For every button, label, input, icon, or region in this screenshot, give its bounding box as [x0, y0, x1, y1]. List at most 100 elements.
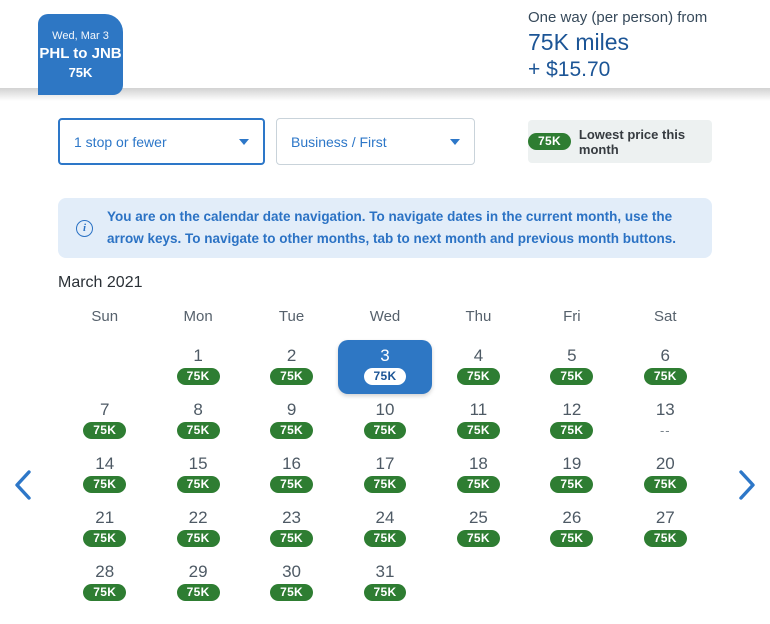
day-number: 5: [567, 346, 577, 365]
calendar-day-13[interactable]: 13 --: [619, 394, 712, 448]
day-number: 2: [286, 346, 297, 365]
day-number: 19: [562, 454, 582, 473]
day-number: 12: [562, 400, 582, 419]
price-badge: 75K: [176, 530, 220, 547]
calendar-day-9[interactable]: 9 75K: [245, 394, 338, 448]
day-number: 15: [188, 454, 208, 473]
day-number: 8: [193, 400, 203, 419]
calendar-day-22[interactable]: 22 75K: [151, 502, 244, 556]
cabin-filter-dropdown[interactable]: Business / First: [276, 118, 475, 165]
price-badge: 75K: [270, 584, 314, 601]
calendar-day-4[interactable]: 4 75K: [432, 340, 525, 394]
top-bar-shadow: [0, 88, 770, 101]
calendar-day-24[interactable]: 24 75K: [338, 502, 431, 556]
day-number: 3: [380, 346, 390, 365]
day-number: 13: [655, 400, 675, 419]
day-number: 18: [468, 454, 488, 473]
calendar-day-28[interactable]: 28 75K: [58, 556, 151, 610]
calendar-day-12[interactable]: 12 75K: [525, 394, 618, 448]
price-summary: One way (per person) from 75K miles + $1…: [528, 9, 707, 82]
trip-date: Wed, Mar 3: [52, 29, 109, 42]
price-badge: 75K: [643, 476, 687, 493]
info-icon: i: [76, 219, 93, 237]
calendar-day-27[interactable]: 27 75K: [619, 502, 712, 556]
price-badge: 75K: [270, 368, 314, 385]
day-number: 16: [282, 454, 302, 473]
calendar-day-29[interactable]: 29 75K: [151, 556, 244, 610]
selected-trip-card[interactable]: Wed, Mar 3 PHL to JNB 75K: [38, 14, 123, 95]
day-number: 6: [660, 346, 671, 365]
day-number: 29: [188, 562, 208, 581]
calendar-day-18[interactable]: 18 75K: [432, 448, 525, 502]
day-number: 28: [95, 562, 115, 581]
caret-down-icon: [239, 138, 249, 145]
calendar-day-11[interactable]: 11 75K: [432, 394, 525, 448]
calendar-day-14[interactable]: 14 75K: [58, 448, 151, 502]
price-badge: 75K: [456, 476, 500, 493]
prev-month-button[interactable]: [10, 466, 36, 504]
day-number: 24: [375, 508, 395, 527]
price-badge: 75K: [363, 584, 407, 601]
calendar-day-16[interactable]: 16 75K: [245, 448, 338, 502]
day-number: 30: [282, 562, 302, 581]
price-badge: 75K: [363, 530, 407, 547]
calendar-day-25[interactable]: 25 75K: [432, 502, 525, 556]
price-summary-miles: 75K miles: [528, 29, 629, 55]
calendar-day-2[interactable]: 2 75K: [245, 340, 338, 394]
day-number: 23: [282, 508, 302, 527]
day-number: 20: [655, 454, 675, 473]
trip-route: PHL to JNB: [39, 44, 122, 62]
calendar-day-21[interactable]: 21 75K: [58, 502, 151, 556]
price-badge: 75K: [363, 368, 407, 385]
calendar-day-empty: [525, 556, 618, 610]
calendar-day-empty: [619, 556, 712, 610]
calendar-day-15[interactable]: 15 75K: [151, 448, 244, 502]
calendar-day-3[interactable]: 3 75K: [338, 340, 432, 394]
stops-filter-value: 1 stop or fewer: [74, 133, 167, 150]
info-banner-text: You are on the calendar date navigation.…: [107, 209, 677, 246]
next-month-button[interactable]: [734, 466, 760, 504]
accessibility-info-banner: i You are on the calendar date navigatio…: [58, 198, 712, 258]
day-number: 9: [286, 400, 297, 419]
stops-filter-dropdown[interactable]: 1 stop or fewer: [58, 118, 265, 165]
cabin-filter-value: Business / First: [291, 133, 387, 150]
day-number: 27: [655, 508, 675, 527]
calendar-day-17[interactable]: 17 75K: [338, 448, 431, 502]
price-badge: 75K: [363, 476, 407, 493]
day-of-week-headers: Sun Mon Tue Wed Thu Fri Sat: [58, 308, 712, 325]
calendar-day-8[interactable]: 8 75K: [151, 394, 244, 448]
calendar-day-19[interactable]: 19 75K: [525, 448, 618, 502]
calendar-day-7[interactable]: 7 75K: [58, 394, 151, 448]
day-number: 14: [95, 454, 115, 473]
calendar-day-31[interactable]: 31 75K: [338, 556, 431, 610]
price-badge: 75K: [176, 422, 220, 439]
price-badge: 75K: [643, 368, 687, 385]
price-badge: 75K: [83, 422, 127, 439]
calendar-day-20[interactable]: 20 75K: [619, 448, 712, 502]
price-badge: 75K: [83, 476, 127, 493]
calendar-day-30[interactable]: 30 75K: [245, 556, 338, 610]
price-badge: 75K: [176, 584, 220, 601]
day-header-tue: Tue: [278, 308, 305, 325]
day-number: 26: [562, 508, 582, 527]
calendar-day-1[interactable]: 1 75K: [151, 340, 244, 394]
month-title: March 2021: [58, 274, 143, 291]
calendar-day-6[interactable]: 6 75K: [619, 340, 712, 394]
price-badge: 75K: [176, 368, 220, 385]
day-header-fri: Fri: [563, 308, 581, 325]
calendar-day-26[interactable]: 26 75K: [525, 502, 618, 556]
calendar-day-23[interactable]: 23 75K: [245, 502, 338, 556]
chevron-right-icon: [739, 470, 755, 500]
day-header-sat: Sat: [654, 308, 677, 325]
chevron-left-icon: [15, 470, 31, 500]
day-header-wed: Wed: [369, 308, 401, 325]
day-header-mon: Mon: [183, 308, 213, 325]
calendar-day-empty: [58, 340, 151, 394]
day-header-sun: Sun: [91, 308, 119, 325]
calendar-day-5[interactable]: 5 75K: [525, 340, 618, 394]
price-badge: 75K: [363, 422, 407, 439]
legend-label: Lowest price this month: [578, 126, 686, 157]
price-badge: 75K: [550, 422, 594, 439]
calendar-day-10[interactable]: 10 75K: [338, 394, 431, 448]
price-badge: 75K: [643, 530, 687, 547]
